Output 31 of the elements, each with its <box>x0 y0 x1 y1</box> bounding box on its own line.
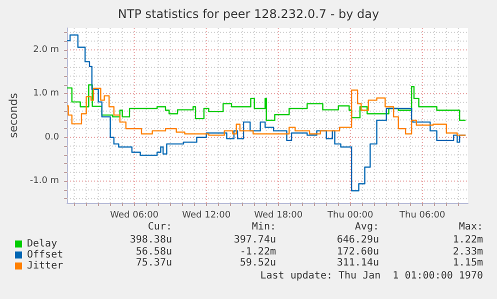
x-tick-label: Wed 06:00 <box>110 210 159 220</box>
y-tick-label: 1.0 m <box>33 88 60 99</box>
text: 56.58u <box>136 246 172 258</box>
text: 311.14u <box>336 258 379 268</box>
x-tick-label: Thu 06:00 <box>398 210 446 220</box>
text: 2.33m <box>452 246 483 258</box>
x-tick-label: Thu 00:00 <box>326 210 374 220</box>
text: Max: <box>458 222 483 232</box>
legend-label: Delay <box>27 238 58 250</box>
text: 75.37u <box>136 258 172 268</box>
y-axis-title: seconds <box>7 92 20 138</box>
y-tick-label: 0.0 <box>44 132 60 142</box>
text: Avg: <box>354 222 379 232</box>
text: -1.22m <box>240 246 276 258</box>
text: 397.74u <box>234 234 276 246</box>
x-tick-label: Wed 18:00 <box>254 210 303 220</box>
text: Cur: <box>148 222 172 232</box>
x-tick-label: Wed 12:00 <box>182 210 231 220</box>
text: 1.22m <box>452 234 483 246</box>
text: 646.29u <box>336 234 379 246</box>
text: 59.52u <box>240 258 276 268</box>
text: 1.15m <box>452 258 483 268</box>
text: 398.38u <box>130 234 172 246</box>
chart-title: NTP statistics for peer 128.232.0.7 - by day <box>118 7 380 21</box>
text: 172.60u <box>336 246 379 258</box>
y-tick-label: 2.0 m <box>33 44 60 55</box>
text: Last update: Thu Jan 1 01:00:00 1970 <box>260 270 483 282</box>
legend-label: Jitter <box>27 260 64 272</box>
legend-label: Offset <box>27 250 64 260</box>
text: Min: <box>252 222 276 232</box>
y-tick-label: -1.0 m <box>30 176 60 186</box>
